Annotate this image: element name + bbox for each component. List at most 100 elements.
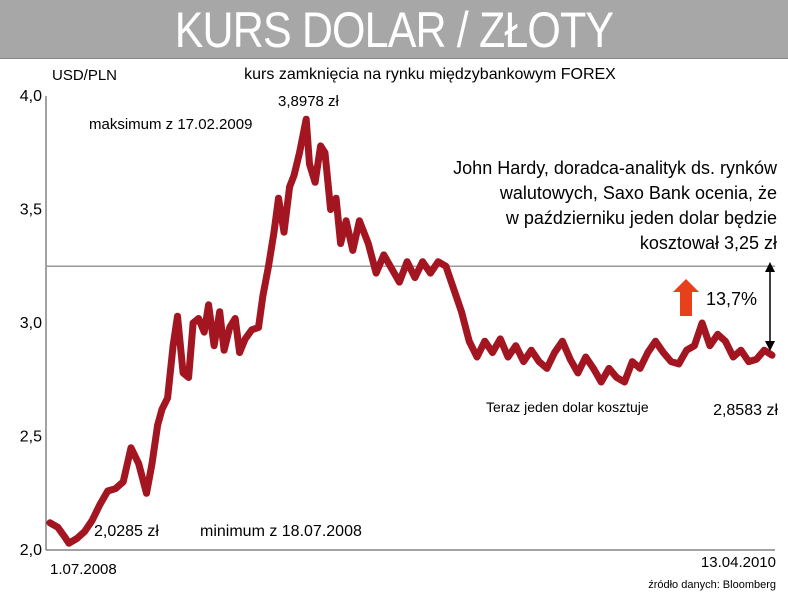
data-point xyxy=(730,353,737,361)
data-point xyxy=(54,524,61,531)
data-point xyxy=(65,540,73,547)
data-point xyxy=(321,149,329,156)
data-point xyxy=(185,374,192,381)
data-point xyxy=(411,274,419,281)
data-point xyxy=(427,269,434,277)
data-point xyxy=(259,292,267,299)
data-point xyxy=(242,335,249,343)
y-tick-label: 4,0 xyxy=(20,88,42,105)
chart-title: KURS DOLAR / ZŁOTY xyxy=(174,2,614,58)
data-point xyxy=(61,533,68,540)
data-point xyxy=(189,319,197,327)
data-point xyxy=(388,265,395,272)
data-point xyxy=(337,240,344,247)
data-point xyxy=(450,285,457,293)
data-point xyxy=(644,349,651,356)
data-point xyxy=(466,338,473,345)
data-point xyxy=(567,356,574,363)
y-tick-label: 3,5 xyxy=(20,202,42,219)
data-point xyxy=(232,315,239,322)
data-point xyxy=(195,315,202,322)
data-point xyxy=(621,378,628,386)
x-tick-start: 1.07.2008 xyxy=(50,561,117,578)
current-label: Teraz jeden dolar kosztuje xyxy=(486,399,649,415)
min-date-label: minimum z 18.07.2008 xyxy=(200,523,362,540)
data-point xyxy=(458,308,465,315)
data-point xyxy=(396,278,403,286)
data-point xyxy=(590,365,597,372)
data-point xyxy=(205,301,212,308)
data-point xyxy=(46,519,54,526)
data-point xyxy=(127,444,135,451)
data-point xyxy=(745,358,752,365)
current-value-label: 2,8583 zł xyxy=(713,402,778,419)
data-point xyxy=(349,247,356,254)
data-point xyxy=(143,490,150,497)
data-point xyxy=(543,365,551,372)
data-point xyxy=(761,347,768,354)
data-point xyxy=(135,460,142,467)
data-point xyxy=(286,183,293,190)
data-point xyxy=(535,358,543,365)
data-point xyxy=(489,349,496,356)
data-point xyxy=(226,324,233,331)
data-point xyxy=(158,406,166,413)
quote-line-1: John Hardy, doradca-analityk ds. rynków xyxy=(453,158,778,178)
data-point xyxy=(164,394,171,402)
data-point xyxy=(683,347,690,354)
data-point xyxy=(120,478,127,486)
data-point xyxy=(768,352,776,359)
quote-line-4: kosztował 3,25 zł xyxy=(640,233,777,253)
data-point xyxy=(598,378,605,386)
data-point xyxy=(255,324,262,331)
data-point xyxy=(551,349,558,356)
data-point xyxy=(265,263,272,270)
data-point xyxy=(280,229,288,236)
data-point xyxy=(636,365,644,372)
max-value-label: 3,8978 zł xyxy=(278,93,340,110)
data-point xyxy=(342,217,350,224)
source-label: źródło danych: Bloomberg xyxy=(648,579,776,591)
double-arrow-icon xyxy=(765,262,775,351)
data-point xyxy=(327,206,334,213)
data-point xyxy=(582,353,589,361)
data-point xyxy=(613,374,620,381)
data-point xyxy=(372,269,380,277)
data-point xyxy=(435,258,442,265)
data-point xyxy=(403,258,411,265)
data-point xyxy=(714,331,721,338)
change-percent-label: 13,7% xyxy=(706,289,757,309)
data-point xyxy=(275,195,282,202)
quote-line-2: walutowych, Saxo Bank ocenia, że xyxy=(499,183,777,203)
data-point xyxy=(481,338,488,345)
up-arrow-icon xyxy=(673,279,699,316)
data-point xyxy=(236,349,243,356)
quote-line-3: w październiku jeden dolar będzie xyxy=(505,208,777,228)
data-point xyxy=(605,365,613,372)
data-point xyxy=(317,142,324,150)
data-point xyxy=(520,358,527,365)
data-point xyxy=(210,342,218,349)
data-point xyxy=(174,313,181,320)
data-point xyxy=(442,263,450,270)
data-point xyxy=(512,342,519,349)
data-point xyxy=(629,358,636,365)
data-point xyxy=(528,347,535,354)
data-point xyxy=(574,369,582,377)
chart-subtitle: kurs zamknięcia na rynku międzybankowym … xyxy=(244,66,616,83)
data-point xyxy=(380,251,387,259)
data-point xyxy=(722,338,729,345)
data-point xyxy=(332,195,340,202)
data-point xyxy=(220,347,228,354)
data-point xyxy=(290,172,298,179)
data-point xyxy=(737,347,745,354)
data-point xyxy=(698,319,706,327)
data-point xyxy=(306,160,313,168)
data-point xyxy=(154,422,161,429)
data-point xyxy=(201,328,208,336)
y-axis-label: USD/PLN xyxy=(52,67,117,84)
data-point xyxy=(497,335,504,343)
max-date-label: maksimum z 17.02.2009 xyxy=(89,116,252,133)
